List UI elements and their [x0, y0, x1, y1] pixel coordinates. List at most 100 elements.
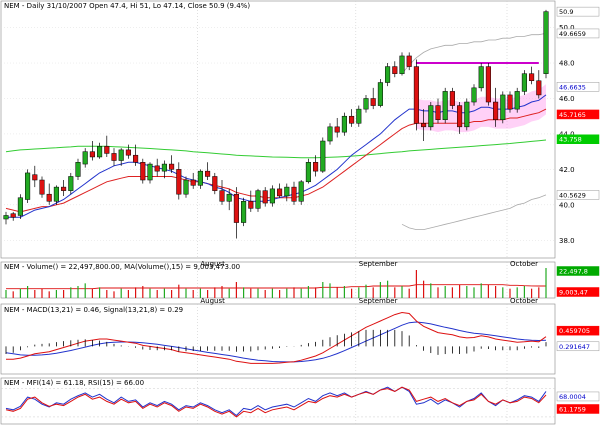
candle-up [255, 190, 261, 209]
candle-up [464, 101, 470, 128]
mfi-line [5, 386, 547, 418]
candle-down [61, 186, 67, 191]
price-tag-box [556, 134, 600, 144]
mfi-tag-text: 68.0004 [559, 393, 586, 401]
candle-up [241, 201, 247, 223]
candle-up [226, 193, 232, 202]
candle-up [305, 162, 311, 183]
volume-ma-line [6, 284, 546, 290]
volume-tag-text: 22,497,8 [559, 268, 588, 276]
candle-down [457, 105, 463, 128]
price-tag-box [556, 28, 600, 39]
ma-green-line [5, 139, 547, 159]
pink-channel [416, 84, 546, 133]
price-tick-label: 38.0 [559, 237, 575, 245]
candle-down [111, 153, 117, 161]
price-tag-text: 40.5629 [559, 191, 586, 199]
price-tag-box [556, 6, 600, 17]
month-label-volume: October [510, 297, 538, 305]
macd-tag-text: 0.291647 [559, 343, 590, 351]
band-upper-line [401, 33, 547, 74]
candle-down [212, 176, 218, 191]
price-tick-label: 40.0 [559, 201, 575, 209]
candle-down [133, 154, 139, 163]
candle-up [17, 197, 23, 216]
candle-down [89, 151, 95, 158]
candle-down [169, 163, 175, 170]
candle-down [248, 201, 254, 209]
price-tick-label: 42.0 [559, 166, 575, 174]
candle-down [349, 115, 355, 124]
macd-signal-line [5, 321, 547, 363]
price-tag-text: 46.6635 [559, 83, 586, 91]
candle-up [471, 87, 477, 103]
month-label-price: October [510, 260, 538, 268]
candle-down [46, 193, 52, 202]
month-label-price: September [359, 260, 398, 268]
mfi-tag-box [556, 391, 600, 402]
candle-up [161, 163, 167, 172]
candle-down [154, 165, 160, 172]
candle-up [500, 94, 506, 121]
candle-down [493, 101, 499, 121]
candle-down [262, 190, 268, 204]
candle-down [176, 169, 182, 195]
candle-up [320, 140, 326, 172]
candle-up [82, 151, 88, 165]
price-tick-label: 44.0 [559, 130, 575, 138]
price-tag-text: 49.6659 [559, 30, 586, 38]
macd-label: NEM - MACD(13,21) = 0.46, Signal(13,21,8… [4, 306, 183, 314]
month-label-volume: September [359, 297, 398, 305]
price-tick-label: 46.0 [559, 95, 575, 103]
candle-down [32, 174, 38, 181]
candle-up [442, 91, 448, 121]
price-tag-text: 43.758 [559, 136, 582, 144]
candle-down [10, 213, 16, 218]
candle-up [363, 98, 369, 110]
macd-tag-box [556, 341, 600, 352]
candle-up [183, 179, 189, 195]
candle-down [529, 73, 535, 82]
candle-up [478, 66, 484, 89]
candle-up [428, 105, 434, 128]
candle-up [68, 176, 74, 191]
candle-up [514, 91, 520, 110]
volume-tag-text: 9,003,47 [559, 289, 588, 297]
overlay-lines [5, 33, 547, 418]
candle-up [147, 163, 153, 181]
candle-down [421, 123, 427, 128]
chart-panes [0, 0, 556, 425]
price-tag-box [556, 190, 600, 200]
candle-up [75, 162, 81, 177]
candle-down [190, 179, 196, 186]
volume-label: NEM - Volume() = 22,497,800.00, MA(Volum… [4, 263, 240, 271]
ma-blue-line [6, 94, 547, 218]
rsi-line [5, 386, 547, 417]
candle-up [543, 11, 549, 74]
macd-tag-box [556, 325, 600, 336]
mfi-tag-box [556, 404, 600, 414]
volume-tag-box [556, 287, 600, 297]
candle-up [25, 172, 31, 200]
price-tag-text: 50.9 [559, 8, 573, 16]
candle-down [406, 55, 412, 67]
price-tag-text: 45.7165 [559, 111, 586, 119]
candle-down [205, 170, 211, 177]
candle-up [298, 181, 304, 202]
candle-up [53, 186, 59, 202]
macd-tag-text: 0.459705 [559, 327, 590, 335]
candle-down [291, 186, 297, 202]
pane-frame-macd [0, 303, 556, 375]
text-labels: August August September September October Oct… [4, 2, 600, 414]
mfi-tag-text: 61.1759 [559, 405, 586, 413]
candle-up [3, 215, 9, 220]
volume-tag-box [556, 266, 600, 276]
band-lower-line [401, 194, 547, 230]
candle-up [197, 170, 203, 186]
candle-up [521, 73, 527, 92]
ma-red-line [5, 108, 547, 213]
month-label-price: August [200, 260, 225, 268]
candle-down [435, 105, 441, 121]
pane-frame-mfi [0, 377, 556, 425]
